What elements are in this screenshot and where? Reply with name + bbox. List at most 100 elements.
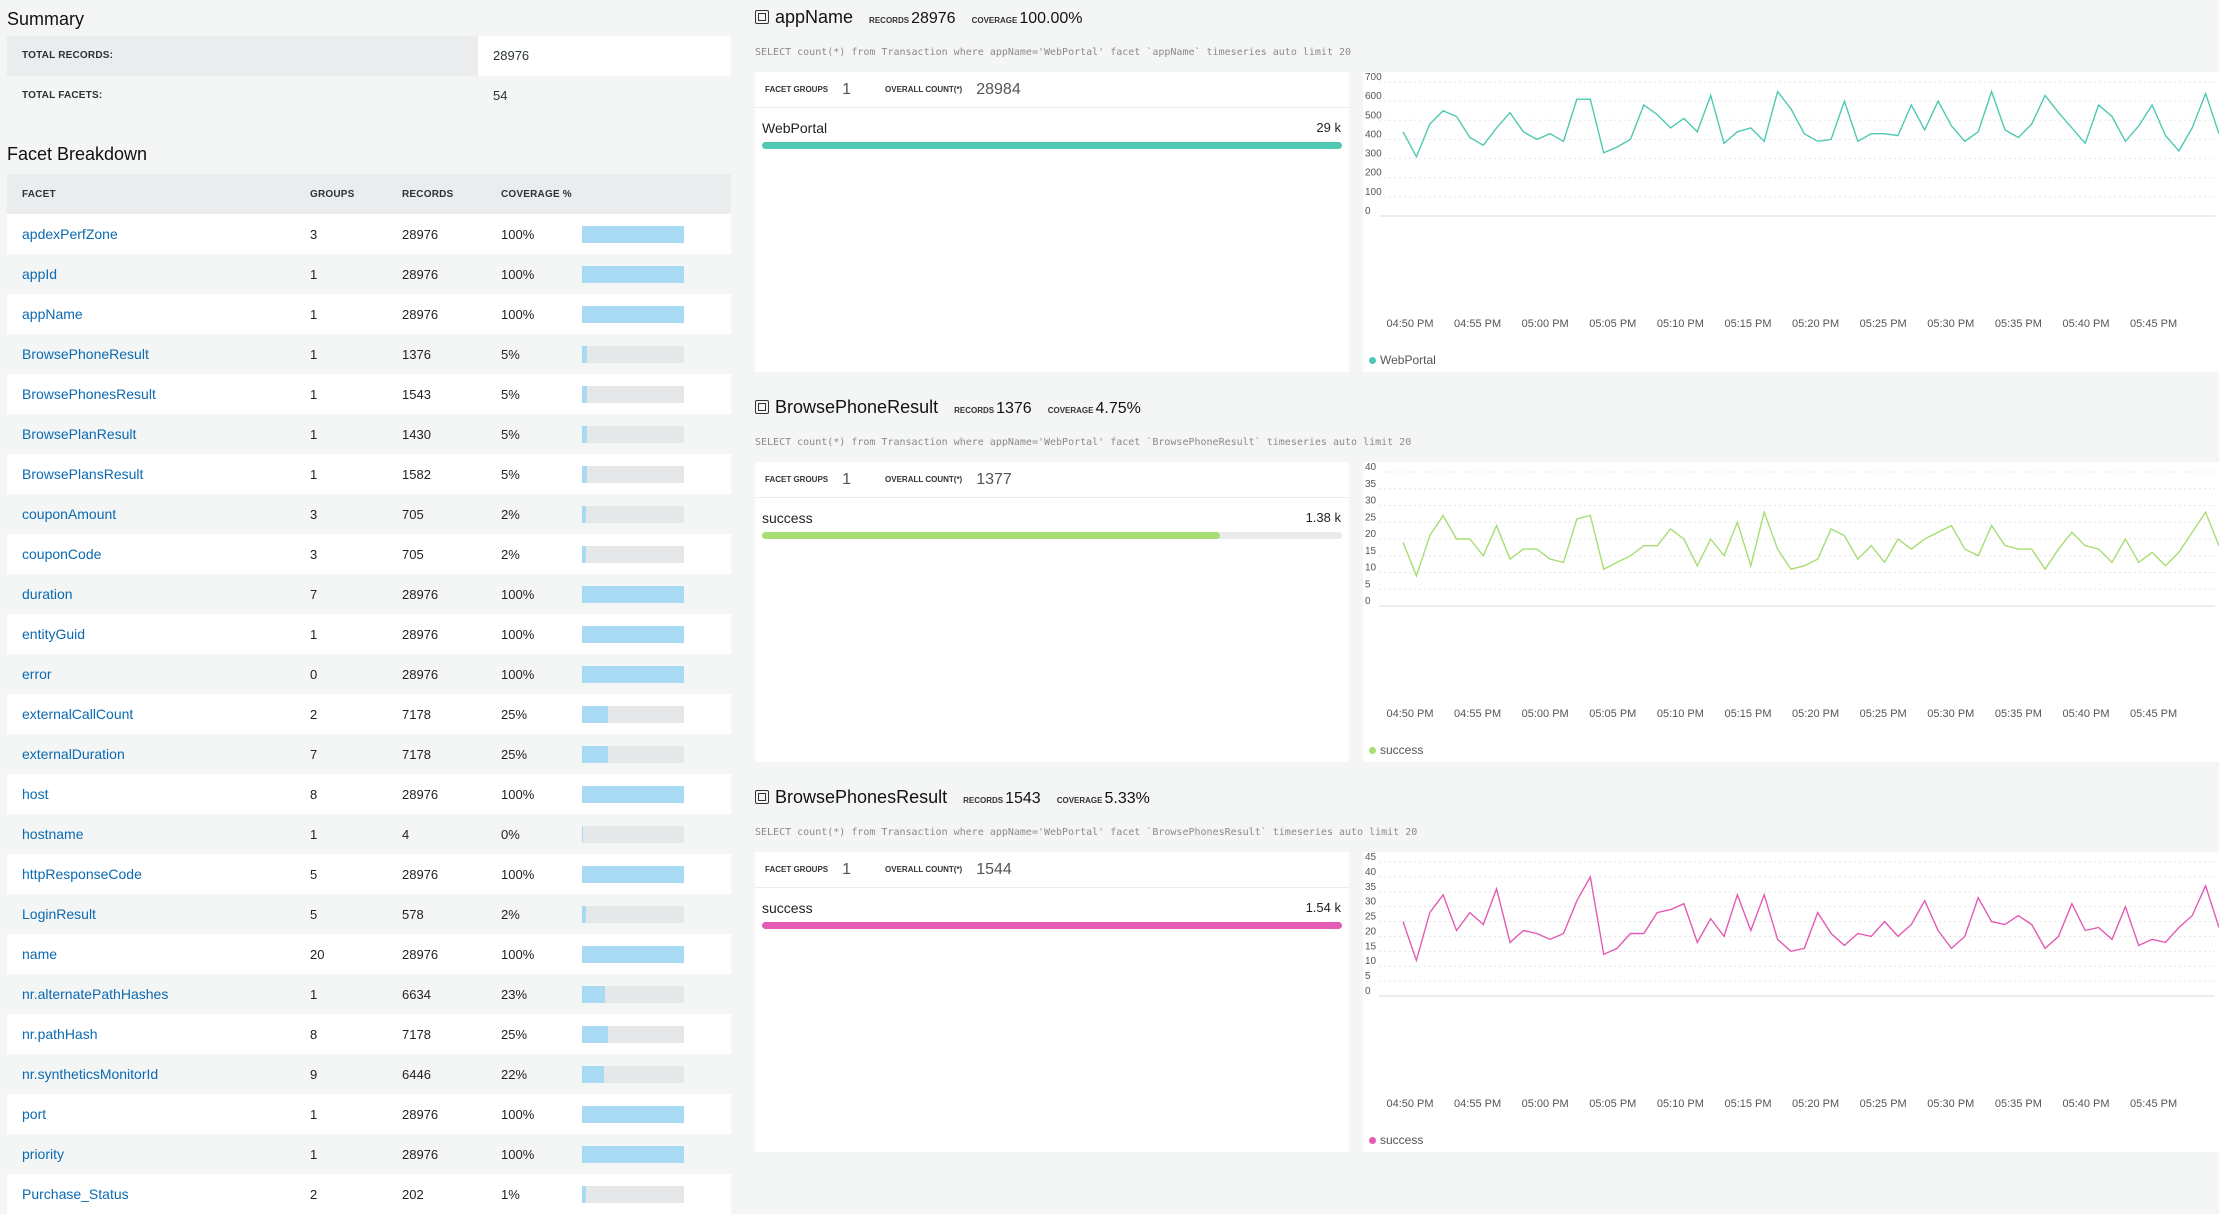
facet-link[interactable]: couponAmount (22, 506, 117, 522)
facet-link[interactable]: BrowsePhonesResult (22, 386, 156, 402)
nrql-query[interactable]: SELECT count(*) from Transaction where a… (755, 47, 1352, 58)
list-item[interactable]: success 1.54 k (755, 888, 1349, 938)
summary-value: 28976 (478, 36, 731, 76)
chart-icon[interactable] (755, 790, 769, 804)
y-tick-label: 30 (1365, 897, 1377, 908)
header-facet[interactable]: FACET (22, 188, 56, 200)
panel-header: appName RECORDS 28976 COVERAGE 100.00% (755, 7, 1083, 29)
facet-link[interactable]: duration (22, 586, 73, 602)
facet-link[interactable]: host (22, 786, 49, 802)
header-coverage[interactable]: COVERAGE % (501, 188, 572, 200)
facet-link[interactable]: Purchase_Status (22, 1186, 129, 1202)
header-records[interactable]: RECORDS (402, 188, 454, 200)
facet-link[interactable]: appId (22, 266, 58, 282)
table-row: hostname 1 4 0% (7, 814, 731, 854)
facet-records: 578 (402, 906, 424, 922)
header-groups[interactable]: GROUPS (310, 188, 355, 200)
list-item[interactable]: success 1.38 k (755, 498, 1349, 548)
nrql-query[interactable]: SELECT count(*) from Transaction where a… (755, 437, 1412, 448)
y-tick-label: 20 (1365, 926, 1377, 937)
facet-coverage: 25% (501, 746, 528, 762)
facet-records: 7178 (402, 746, 431, 762)
facet-records: 202 (402, 1186, 424, 1202)
x-tick-label: 05:00 PM (1522, 1098, 1569, 1110)
x-tick-label: 04:55 PM (1454, 1098, 1501, 1110)
coverage-bar-fill (582, 305, 684, 323)
coverage-bar-fill (582, 585, 684, 603)
table-row: externalDuration 7 7178 25% (7, 734, 731, 774)
facet-link[interactable]: BrowsePlanResult (22, 426, 137, 442)
y-tick-label: 0 (1365, 596, 1371, 607)
facet-coverage: 2% (501, 906, 520, 922)
facet-link[interactable]: nr.pathHash (22, 1026, 98, 1042)
facet-groups: 2 (310, 706, 318, 722)
facet-link[interactable]: nr.alternatePathHashes (22, 986, 169, 1002)
nrql-query[interactable]: SELECT count(*) from Transaction where a… (755, 827, 1418, 838)
legend-dot-icon (1369, 1136, 1376, 1144)
x-tick-label: 05:10 PM (1657, 708, 1704, 720)
facet-link[interactable]: nr.syntheticsMonitorId (22, 1066, 159, 1082)
facet-table-header: FACET GROUPS RECORDS COVERAGE % (7, 174, 731, 214)
facet-records: 7178 (402, 706, 431, 722)
series-line[interactable] (1402, 89, 2219, 159)
coverage-bar (582, 265, 684, 283)
facet-link[interactable]: apdexPerfZone (22, 226, 118, 242)
coverage-bar-fill (582, 225, 684, 243)
x-tick-label: 05:35 PM (1995, 318, 2042, 330)
facet-value-bar-fill (762, 532, 1221, 539)
coverage-bar-fill (582, 345, 588, 363)
facet-list-header: FACET GROUPS 1 OVERALL COUNT(*) 28984 (755, 72, 1349, 108)
x-tick-label: 05:25 PM (1860, 318, 1907, 330)
series-line[interactable] (1402, 874, 2219, 963)
panel-title: BrowsePhonesResult (775, 787, 948, 807)
facet-link[interactable]: entityGuid (22, 626, 86, 642)
facet-link[interactable]: couponCode (22, 546, 102, 562)
overall-count-label: OVERALL COUNT(*) (885, 85, 963, 94)
coverage-bar-track (582, 385, 684, 403)
facet-link[interactable]: externalCallCount (22, 706, 134, 722)
facet-records: 28976 (402, 1146, 439, 1162)
facet-link[interactable]: priority (22, 1146, 65, 1162)
facet-link[interactable]: error (22, 666, 52, 682)
coverage-bar-fill (582, 985, 606, 1003)
x-tick-label: 05:05 PM (1589, 318, 1636, 330)
facet-link[interactable]: appName (22, 306, 83, 322)
coverage-bar (582, 905, 684, 923)
facet-link[interactable]: BrowsePhoneResult (22, 346, 149, 362)
facet-link[interactable]: LoginResult (22, 906, 96, 922)
coverage-bar-track (582, 545, 684, 563)
coverage-bar (582, 1025, 684, 1043)
table-row: appId 1 28976 100% (7, 254, 731, 294)
table-row: BrowsePlanResult 1 1430 5% (7, 414, 731, 454)
x-tick-label: 05:40 PM (2062, 708, 2109, 720)
facet-groups: 1 (310, 306, 318, 322)
overall-count-label: OVERALL COUNT(*) (885, 475, 963, 484)
facet-link[interactable]: name (22, 946, 58, 962)
chart-icon[interactable] (755, 400, 769, 414)
records-value: 1543 (1005, 790, 1041, 807)
facet-coverage: 100% (501, 666, 535, 682)
coverage-label: COVERAGE (1056, 796, 1103, 805)
series-line[interactable] (1402, 509, 2219, 578)
facet-link[interactable]: externalDuration (22, 746, 125, 762)
facet-link[interactable]: hostname (22, 826, 84, 842)
chart-legend[interactable]: success (1369, 743, 1423, 757)
facet-link[interactable]: port (22, 1106, 47, 1122)
facet-records: 705 (402, 546, 424, 562)
facet-link[interactable]: BrowsePlansResult (22, 466, 144, 482)
summary-table: TOTAL RECORDS: 28976 TOTAL FACETS: 54 (7, 36, 731, 116)
coverage-bar (582, 425, 684, 443)
chart-icon[interactable] (755, 10, 769, 24)
facet-groups: 1 (310, 986, 318, 1002)
chart-legend[interactable]: WebPortal (1369, 353, 1436, 367)
list-item[interactable]: WebPortal 29 k (755, 108, 1349, 158)
line-chart-box: 0 100 200 300 400 500 600 700 04:50 PM 04:55 PM 05… (1363, 72, 2219, 372)
facet-records: 28976 (402, 866, 439, 882)
facet-coverage: 100% (501, 626, 535, 642)
table-row: error 0 28976 100% (7, 654, 731, 694)
y-tick-label: 600 (1365, 91, 1382, 102)
facet-link[interactable]: httpResponseCode (22, 866, 142, 882)
chart-legend[interactable]: success (1369, 1133, 1423, 1147)
facet-coverage: 100% (501, 866, 535, 882)
coverage-bar-track (582, 505, 684, 523)
